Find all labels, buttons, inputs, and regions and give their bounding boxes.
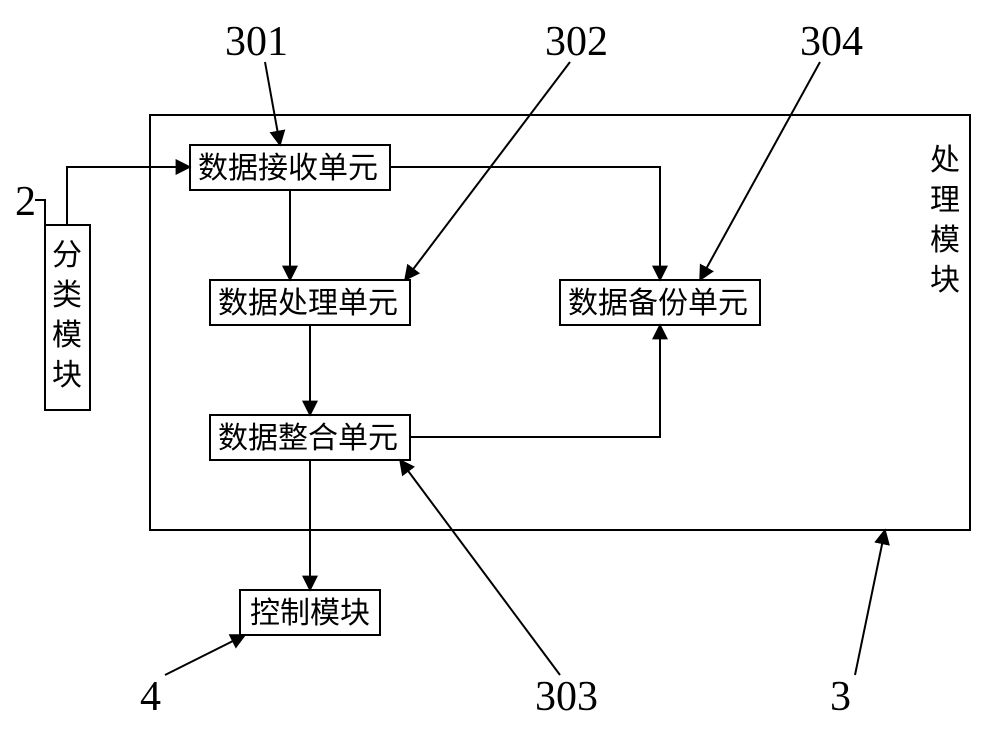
node-label-char: 模 [52, 319, 82, 352]
callout-4: 4 [140, 674, 161, 720]
callout-3-arrow [855, 530, 885, 675]
node-classify-module: 分 类 模 块 [45, 225, 90, 410]
callout-302-arrow [405, 62, 570, 280]
processing-module-label-char: 块 [930, 264, 960, 297]
callout-304: 304 [800, 19, 863, 65]
node-label-char: 类 [52, 279, 82, 312]
processing-module-label-char: 模 [930, 224, 960, 257]
callout-2-elbow [35, 200, 45, 225]
callout-303: 303 [535, 674, 598, 720]
node-label-char: 块 [52, 359, 82, 392]
node-control-module: 控制模块 [240, 590, 380, 635]
callout-303-arrow [400, 460, 560, 675]
processing-module-label-char: 理 [930, 184, 960, 217]
node-label: 控制模块 [250, 597, 370, 630]
callout-3: 3 [830, 674, 851, 720]
processing-module-label: 处 理 模 块 [930, 144, 968, 297]
callout-304-arrow [700, 62, 820, 280]
node-label: 数据整合单元 [218, 422, 398, 455]
edge-integrate-to-backup [410, 325, 660, 437]
node-data-receive-unit: 数据接收单元 [190, 145, 390, 190]
callout-2: 2 [15, 179, 36, 225]
node-data-integrate-unit: 数据整合单元 [210, 415, 410, 460]
node-label-char: 分 [52, 239, 82, 272]
processing-module-label-char: 处 [930, 144, 960, 177]
callout-301: 301 [225, 19, 288, 65]
edge-receive-to-backup [390, 167, 660, 280]
diagram-canvas: 处 理 模 块 数据接收单元 数据处理单元 数据整合单元 数据备份单元 分 类 … [0, 0, 1000, 748]
callout-302: 302 [545, 19, 608, 65]
node-data-backup-unit: 数据备份单元 [560, 280, 760, 325]
node-data-process-unit: 数据处理单元 [210, 280, 410, 325]
node-label: 数据备份单元 [568, 287, 748, 320]
node-label: 数据接收单元 [198, 152, 378, 185]
callout-4-arrow [165, 635, 245, 675]
edge-classify-to-receive [67, 167, 190, 225]
callout-301-arrow [265, 62, 280, 145]
node-label: 数据处理单元 [218, 287, 398, 320]
